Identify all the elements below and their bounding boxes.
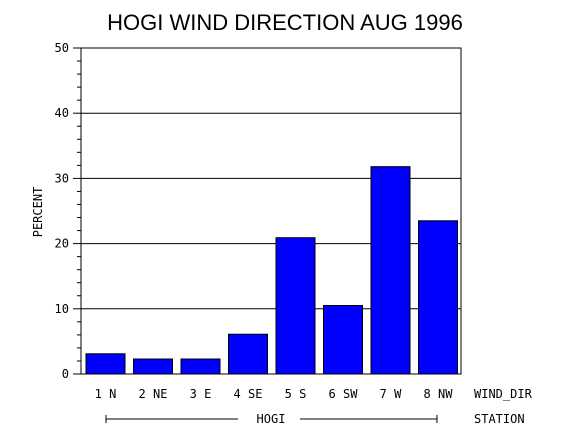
x-tick-label: 6 SW: [329, 387, 359, 401]
y-tick-label: 30: [55, 171, 69, 185]
x-axis: 1 N 2 NE 3 E 4 SE 5 S 6 SW 7 W 8 NW: [95, 387, 454, 401]
bar-1: [85, 353, 126, 375]
y-tick-label: 50: [55, 41, 69, 55]
y-tick-label: 40: [55, 106, 69, 120]
x-tick-label: 2 NE: [139, 387, 168, 401]
chart-title: HOGI WIND DIRECTION AUG 1996: [107, 10, 463, 35]
bar-2: [133, 358, 173, 375]
bar-5: [275, 237, 316, 375]
bar-3: [180, 358, 221, 375]
x-tick-label: 1 N: [95, 387, 117, 401]
y-axis-label: PERCENT: [31, 187, 45, 238]
bar-6: [323, 305, 363, 375]
x-tick-label: 3 E: [190, 387, 212, 401]
y-axis: 0 10 20 30 40 50: [55, 41, 81, 381]
x-tick-label: 4 SE: [234, 387, 263, 401]
x-tick-label: 7 W: [380, 387, 402, 401]
station-axis-label: STATION: [474, 412, 525, 426]
bar-7: [370, 166, 411, 375]
y-tick-label: 20: [55, 237, 69, 251]
station-group-label: HOGI: [257, 412, 286, 426]
y-tick-label: 10: [55, 302, 69, 316]
x-tick-label: 5 S: [285, 387, 307, 401]
y-tick-label: 0: [62, 367, 69, 381]
bars: [85, 166, 458, 375]
x-tick-label: 8 NW: [424, 387, 454, 401]
bar-8: [418, 220, 458, 375]
x-axis-label: WIND_DIR: [474, 387, 533, 401]
plot-frame: [80, 47, 462, 375]
bar-4: [228, 333, 268, 375]
